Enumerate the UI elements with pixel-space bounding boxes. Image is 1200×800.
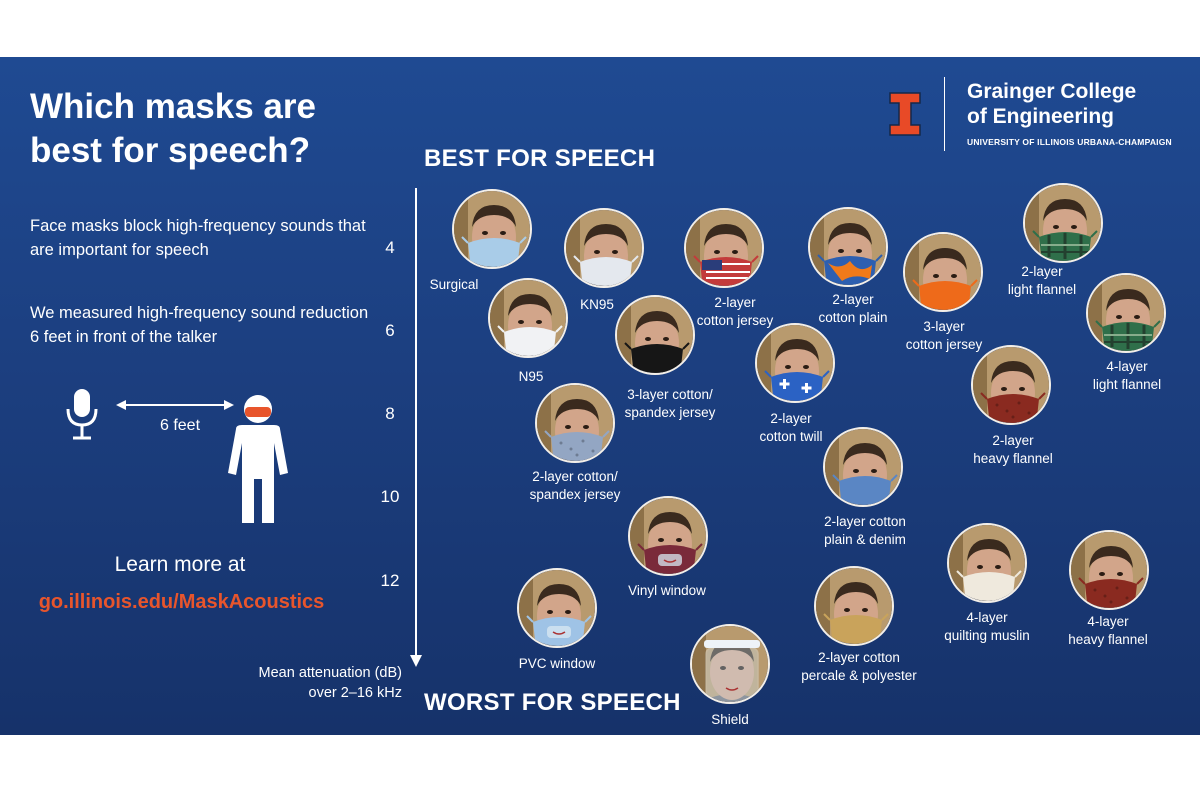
mask-label-line: light flannel bbox=[1007, 282, 1077, 297]
mask-photo-4-layer-light-flannel bbox=[1086, 273, 1166, 353]
intro-paragraph-1: Face masks block high-frequency sounds t… bbox=[30, 217, 366, 259]
mask-photo-2-layer-cotton-spandex-jersey bbox=[535, 383, 615, 463]
mask-label-2-layer-cotton-spandex-jersey: 2-layer cotton/spandex jersey bbox=[505, 468, 645, 504]
mask-label-vinyl-window: Vinyl window bbox=[597, 582, 737, 600]
axis-label: Mean attenuation (dB) over 2–16 kHz bbox=[212, 663, 402, 703]
page-title: Which masks are best for speech? bbox=[30, 87, 316, 170]
mask-label-line: Surgical bbox=[429, 277, 479, 292]
mask-label-line: cotton twill bbox=[759, 429, 823, 444]
distance-arrow bbox=[116, 397, 234, 418]
mask-photo-surgical bbox=[452, 189, 532, 269]
mask-label-line: 3-layer bbox=[923, 319, 965, 334]
axis-arrowhead bbox=[410, 655, 422, 667]
mask-label-line: 2-layer bbox=[1021, 264, 1063, 279]
mask-label-4-layer-light-flannel: 4-layer light flannel bbox=[1057, 358, 1197, 394]
mask-label-line: quilting muslin bbox=[944, 628, 1030, 643]
mask-label-line: 3-layer cotton/ bbox=[627, 387, 713, 402]
mask-label-line: 4-layer bbox=[1106, 359, 1148, 374]
worst-for-speech-heading: WORST FOR SPEECH bbox=[424, 689, 681, 716]
mask-photo-vinyl-window bbox=[628, 496, 708, 576]
learn-more-text: Learn more at bbox=[114, 553, 246, 576]
mask-label-line: 2-layer cotton bbox=[824, 514, 906, 529]
person-icon bbox=[222, 393, 294, 530]
mask-photo-3-layer-cotton-spandex-jersey bbox=[615, 295, 695, 375]
mask-label-line: 2-layer bbox=[770, 411, 812, 426]
college-name-line2: of Engineering bbox=[967, 105, 1114, 128]
mask-photo-2-layer-heavy-flannel bbox=[971, 345, 1051, 425]
mask-photo-2-layer-cotton-percale-polyester bbox=[814, 566, 894, 646]
mask-label-n95: N95 bbox=[461, 368, 601, 386]
mask-label-line: 2-layer bbox=[714, 295, 756, 310]
mask-label-kn95: KN95 bbox=[527, 296, 667, 314]
mask-label-2-layer-cotton-percale-polyester: 2-layer cotton percale & polyester bbox=[789, 649, 929, 685]
mask-label-line: cotton plain bbox=[818, 310, 888, 325]
axis-tick-6: 6 bbox=[385, 321, 395, 340]
mask-photo-2-layer-cotton-plain-denim bbox=[823, 427, 903, 507]
mask-label-2-layer-light-flannel: 2-layer light flannel bbox=[972, 263, 1112, 299]
logo-divider bbox=[944, 77, 945, 151]
mask-label-line: PVC window bbox=[518, 656, 596, 671]
mask-label-line: heavy flannel bbox=[973, 451, 1053, 466]
mask-label-line: N95 bbox=[518, 369, 544, 384]
mask-label-line: 2-layer bbox=[832, 292, 874, 307]
mask-photo-pvc-window bbox=[517, 568, 597, 648]
intro-paragraph-2: We measured high-frequency sound reducti… bbox=[30, 304, 369, 346]
mask-label-line: light flannel bbox=[1092, 377, 1162, 392]
mask-photo-2-layer-cotton-plain bbox=[808, 207, 888, 287]
axis-tick-4: 4 bbox=[385, 238, 395, 257]
mask-photo-shield bbox=[690, 624, 770, 704]
axis-tick-12: 12 bbox=[380, 571, 400, 590]
mask-label-shield: Shield bbox=[660, 711, 800, 729]
mask-photo-2-layer-cotton-twill bbox=[755, 323, 835, 403]
axis-label-line1: Mean attenuation (dB) bbox=[258, 665, 402, 681]
mask-label-line: Vinyl window bbox=[628, 583, 706, 598]
college-name: Grainger College of Engineering bbox=[967, 79, 1187, 129]
mask-label-line: 4-layer bbox=[966, 610, 1008, 625]
mask-label-4-layer-quilting-muslin: 4-layer quilting muslin bbox=[917, 609, 1057, 645]
best-for-speech-heading: BEST FOR SPEECH bbox=[424, 145, 656, 172]
mask-label-2-layer-cotton-jersey: 2-layer cotton jersey bbox=[665, 294, 805, 330]
mask-label-line: KN95 bbox=[580, 297, 614, 312]
mask-label-line: 4-layer bbox=[1087, 614, 1129, 629]
mask-photo-4-layer-quilting-muslin bbox=[947, 523, 1027, 603]
mask-label-2-layer-cotton-plain: 2-layer cotton plain bbox=[783, 291, 923, 327]
mask-label-2-layer-cotton-plain-denim: 2-layer cotton plain & denim bbox=[795, 513, 935, 549]
mask-label-line: heavy flannel bbox=[1068, 632, 1148, 647]
mask-photo-2-layer-light-flannel bbox=[1023, 183, 1103, 263]
mask-label-surgical: Surgical bbox=[384, 276, 524, 294]
mask-label-line: spandex jersey bbox=[529, 487, 621, 502]
mask-label-line: 2-layer bbox=[992, 433, 1034, 448]
mask-label-4-layer-heavy-flannel: 4-layer heavy flannel bbox=[1038, 613, 1178, 649]
axis-tick-10: 10 bbox=[380, 487, 400, 506]
mask-photo-kn95 bbox=[564, 208, 644, 288]
infographic-panel: Which masks are best for speech? Face ma… bbox=[0, 57, 1200, 735]
axis-label-line2: over 2–16 kHz bbox=[308, 685, 403, 701]
mask-label-pvc-window: PVC window bbox=[487, 655, 627, 673]
microphone-icon bbox=[62, 387, 102, 448]
mask-label-line: 2-layer cotton/ bbox=[532, 469, 618, 484]
mask-photo-2-layer-cotton-jersey bbox=[684, 208, 764, 288]
mask-label-line: plain & denim bbox=[824, 532, 906, 547]
mask-label-line: cotton jersey bbox=[905, 337, 983, 352]
mask-photo-4-layer-heavy-flannel bbox=[1069, 530, 1149, 610]
mask-label-3-layer-cotton-jersey: 3-layer cotton jersey bbox=[874, 318, 1014, 354]
university-name: UNIVERSITY OF ILLINOIS URBANA-CHAMPAIGN bbox=[967, 137, 1172, 147]
mask-label-line: spandex jersey bbox=[624, 405, 716, 420]
distance-label: 6 feet bbox=[159, 417, 201, 434]
illinois-block-i-logo bbox=[888, 91, 922, 142]
mask-label-2-layer-cotton-twill: 2-layer cotton twill bbox=[721, 410, 861, 446]
mask-photo-3-layer-cotton-jersey bbox=[903, 232, 983, 312]
college-name-line1: Grainger College bbox=[967, 80, 1137, 103]
mask-label-2-layer-heavy-flannel: 2-layer heavy flannel bbox=[943, 432, 1083, 468]
mask-label-line: Shield bbox=[711, 712, 749, 727]
mask-photo-n95 bbox=[488, 278, 568, 358]
mask-label-3-layer-cotton-spandex-jersey: 3-layer cotton/spandex jersey bbox=[600, 386, 740, 422]
mask-label-line: 2-layer cotton bbox=[818, 650, 900, 665]
mask-label-line: cotton jersey bbox=[696, 313, 774, 328]
learn-more-link[interactable]: go.illinois.edu/MaskAcoustics bbox=[38, 591, 325, 613]
axis-tick-8: 8 bbox=[385, 404, 395, 423]
mask-label-line: percale & polyester bbox=[801, 668, 917, 683]
attenuation-axis bbox=[415, 188, 417, 658]
